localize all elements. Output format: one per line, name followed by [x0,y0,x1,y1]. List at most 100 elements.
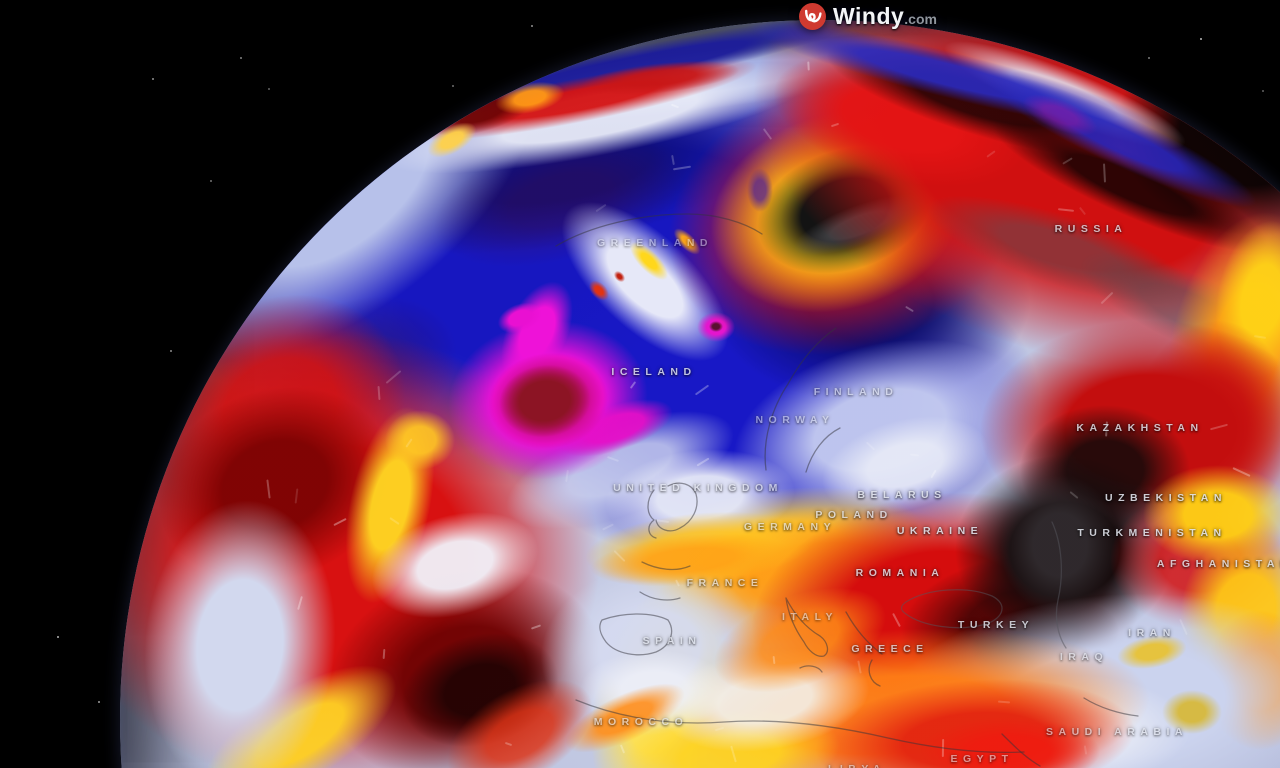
windy-swirl-icon [799,3,826,30]
heat-blob [980,320,1280,540]
heat-blob [710,195,1030,405]
wind-streak [772,655,776,665]
heat-blob [1099,20,1280,257]
heat-blob [492,76,568,120]
heat-blob [935,23,1195,167]
heat-blob [163,20,1037,535]
wind-streak [607,456,619,462]
wind-streak [1069,491,1079,499]
star [1148,57,1150,59]
heat-blob [1168,519,1280,701]
heat-blob [669,224,705,259]
heat-blob [585,276,613,305]
heat-blob [787,182,933,268]
heat-blob [556,669,694,767]
heat-blob [654,635,876,765]
heat-blob [359,494,551,636]
heat-blob [182,638,418,768]
wind-streak [1179,618,1188,636]
wind-streak [385,370,402,384]
heat-blob [1000,475,1120,615]
heat-blob [582,503,818,593]
heat-blob [973,53,1267,227]
wind-streak [930,469,937,479]
wind-streak [905,305,914,313]
star [152,78,154,80]
heat-blob [242,270,478,470]
wind-streak [675,579,680,587]
heat-blob [747,168,773,212]
heat-blob [871,575,1280,768]
star [240,57,242,59]
wind-streak [1083,745,1088,755]
star [452,85,454,87]
heat-blob [624,236,674,286]
star [1262,90,1264,92]
heat-blob [486,270,588,396]
heat-blob [535,175,755,388]
wind-streak [672,165,692,171]
heat-blob [120,249,448,571]
globe-map[interactable] [120,20,1280,768]
heat-blob [421,78,539,146]
wind-streak [730,745,737,763]
heat-blob [428,656,612,768]
heat-blob [618,469,932,631]
wind-streak [857,660,862,674]
wind-streak [807,61,810,71]
heat-blob [494,358,596,444]
star [268,88,270,90]
heat-blob [129,354,421,616]
heat-blob [713,309,1047,551]
heat-blob [190,140,610,460]
wind-streak [629,381,637,389]
wind-streak [830,122,840,128]
heat-blob [920,717,1100,768]
heat-blob [709,321,723,332]
heat-blob [653,488,987,662]
wind-streak [909,453,920,457]
heat-blob [481,345,615,457]
heat-blob [302,537,628,768]
wind-streak [389,517,400,525]
heat-blob [892,538,1148,702]
wind-streak [714,726,725,732]
windy-suffix-label: .com [904,11,937,27]
heat-blob [955,455,1175,645]
wind-streak [1253,335,1267,339]
wind-streak [602,523,614,531]
heat-blob [1017,86,1103,144]
windy-logo[interactable]: Windy .com [799,3,937,30]
star [1200,38,1202,40]
wind-streak [266,479,271,499]
wind-streak [670,103,680,109]
heat-blob [330,398,450,612]
wind-streak [997,700,1011,704]
wind-streak [382,648,386,660]
windy-brand-label: Windy [833,3,905,29]
heat-blob [1020,405,1190,535]
wind-streak [694,384,710,396]
wind-streak [504,741,513,747]
heat-blob [120,330,600,768]
heat-blob [491,386,749,554]
star [531,25,533,27]
heat-blob [132,492,348,768]
heat-blob [1203,213,1280,387]
heat-blob [811,668,1139,768]
heat-blob [615,698,845,768]
heat-blob [632,30,1058,400]
wind-streak [377,385,381,401]
wind-streak [530,624,542,630]
heat-blob [361,20,879,144]
heat-blob [700,566,900,714]
wind-streak [565,469,569,483]
star [57,636,59,638]
heat-blob [740,20,1160,149]
wind-streak [333,517,347,527]
heat-blob [732,465,1128,755]
wind-streak [1078,206,1087,216]
heat-blob [1066,229,1280,391]
heat-blob [601,441,799,554]
